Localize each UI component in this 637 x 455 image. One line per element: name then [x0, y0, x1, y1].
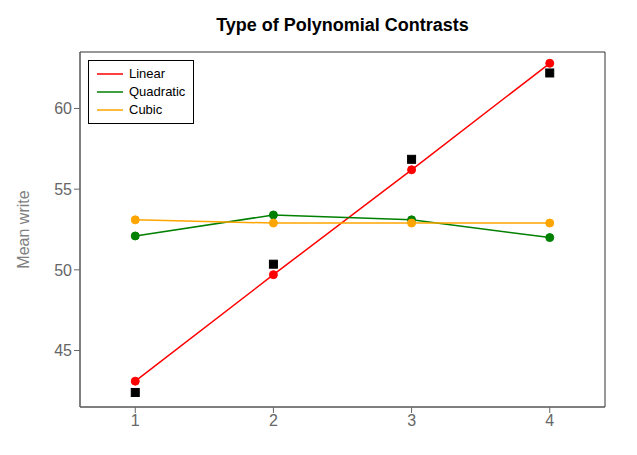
- html-text:Linear: Linear: [129, 66, 166, 81]
- html-text:Cubic: Cubic: [129, 102, 163, 117]
- svg-text:2: 2: [269, 412, 278, 429]
- svg-text:45: 45: [54, 342, 72, 359]
- svg-text:50: 50: [54, 262, 72, 279]
- svg-text:60: 60: [54, 100, 72, 117]
- html-text:Type of Polynomial Contrasts: Type of Polynomial Contrasts: [216, 15, 469, 35]
- svg-text:1: 1: [131, 412, 140, 429]
- svg-text:55: 55: [54, 181, 72, 198]
- svg-text:Mean write: Mean write: [15, 190, 32, 268]
- svg-text:4: 4: [545, 412, 554, 429]
- svg-text:3: 3: [407, 412, 416, 429]
- html-text:Quadratic: Quadratic: [129, 84, 186, 99]
